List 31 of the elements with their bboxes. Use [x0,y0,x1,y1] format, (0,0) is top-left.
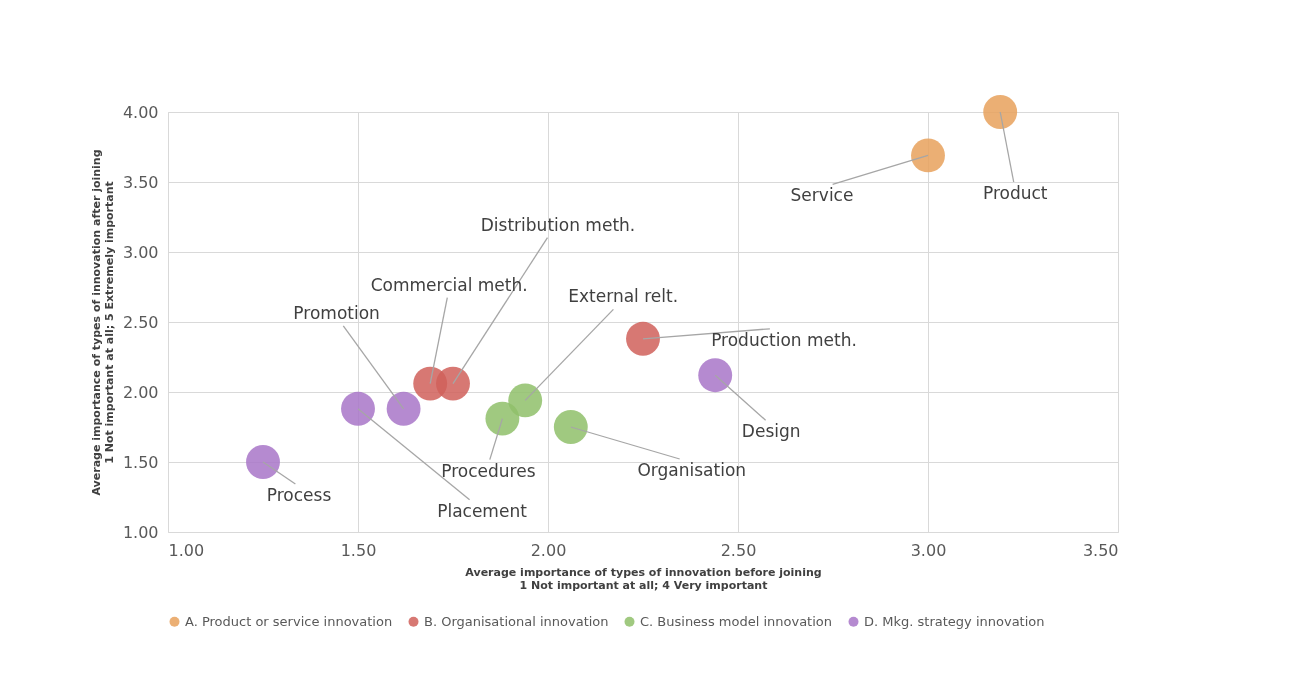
annotation: Distribution meth. [480,214,636,235]
annotation: Product [982,183,1048,203]
x-tick-label: 2.50 [720,540,757,560]
y-tick-label: 4.00 [122,102,159,122]
y-tick-label: 1.50 [122,452,159,472]
annotation: Commercial meth. [370,274,528,295]
y-tick-label: 3.00 [122,242,159,262]
x-tick-label: 1.00 [168,540,205,560]
annotation: Procedures [441,460,536,481]
y-tick-label: 3.50 [122,172,159,192]
annotation: Organisation [637,460,747,480]
y-tick-label: 1.00 [122,522,159,542]
y-axis-title: Average importance of types of innovation after joining 1 Not important at all; 5 Extremely important [89,149,116,496]
legend-label: A. Product or service innovation [185,613,393,629]
annotation: Placement [437,500,528,521]
annotation: Promotion [293,302,380,323]
legend-label: C. Business model innovation [640,613,833,629]
annotation: Process [266,485,332,505]
legend-label: B. Organisational innovation [424,613,609,629]
x-tick-label: 1.50 [340,540,377,560]
x-tick-label: 2.00 [530,540,567,560]
annotation: Service [790,185,854,206]
legend-label: D. Mkg. strategy innovation [864,613,1045,629]
x-tick-label: 3.00 [910,540,947,560]
annotation: External relt. [568,286,679,307]
y-tick-label: 2.50 [122,312,159,332]
x-axis-title: Average importance of types of innovation before joining 1 Not important at all; 4 Very important [465,565,822,592]
x-tick-label: 3.50 [1082,540,1119,560]
y-tick-label: 2.00 [122,382,159,402]
annotation: Design [741,421,801,442]
annotation: Production meth. [711,329,857,350]
